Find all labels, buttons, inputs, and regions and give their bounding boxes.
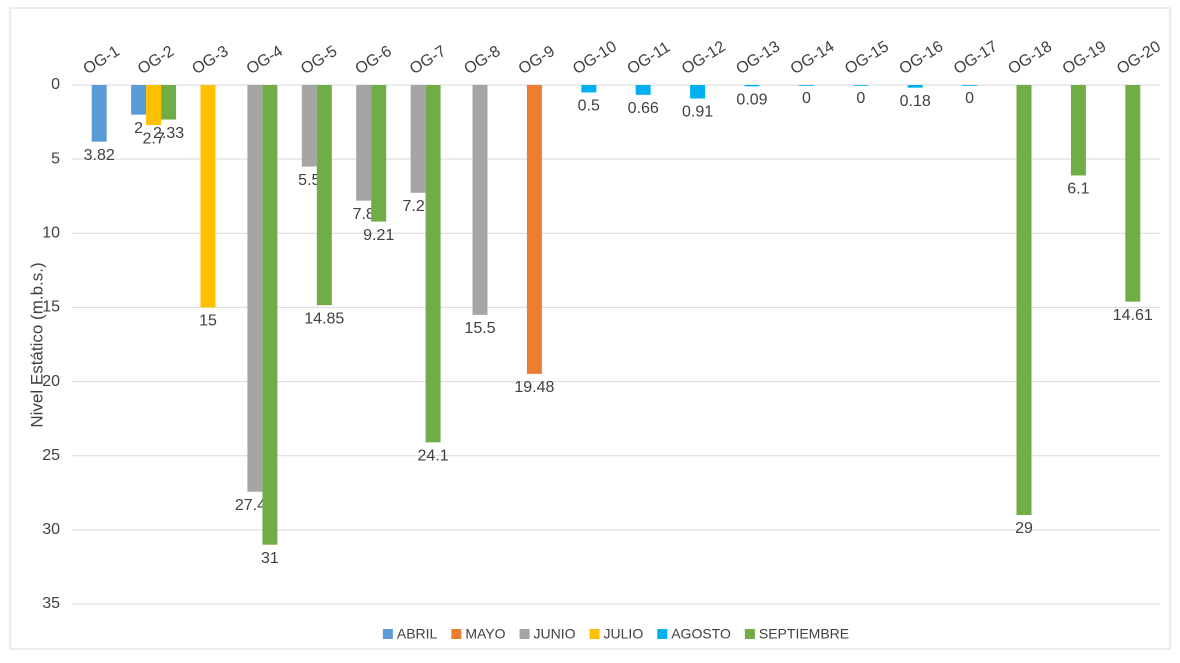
data-label: 19.48 bbox=[514, 379, 554, 396]
bar bbox=[146, 85, 162, 126]
legend-swatch bbox=[744, 629, 755, 639]
bar bbox=[472, 85, 488, 315]
legend-label: JULIO bbox=[604, 626, 644, 642]
bar bbox=[356, 85, 372, 201]
legend-label: SEPTIEMBRE bbox=[759, 626, 849, 642]
bar bbox=[301, 85, 317, 167]
legend-swatch bbox=[519, 629, 530, 639]
legend-label: MAYO bbox=[465, 626, 505, 642]
data-label: 24.1 bbox=[418, 448, 449, 465]
bar bbox=[161, 85, 177, 120]
bar bbox=[581, 85, 597, 93]
legend-swatch bbox=[451, 629, 462, 639]
bar bbox=[247, 85, 263, 492]
data-label: 0.09 bbox=[736, 92, 767, 109]
data-label: 2.33 bbox=[153, 125, 184, 142]
bar bbox=[853, 85, 869, 86]
bar bbox=[690, 85, 706, 99]
y-tick-label: 30 bbox=[42, 521, 60, 538]
bar bbox=[200, 85, 216, 308]
bar bbox=[410, 85, 426, 193]
data-label: 14.61 bbox=[1113, 307, 1153, 324]
y-tick-label: 35 bbox=[42, 595, 60, 612]
data-label: 0.91 bbox=[682, 104, 713, 121]
legend-swatch bbox=[657, 629, 668, 639]
data-label: 9.21 bbox=[363, 227, 394, 244]
bar bbox=[316, 85, 332, 306]
data-label: 2 bbox=[134, 120, 143, 137]
data-label: 14.85 bbox=[304, 310, 344, 327]
bar bbox=[962, 85, 978, 86]
legend-label: ABRIL bbox=[397, 626, 438, 642]
data-label: 0 bbox=[965, 90, 974, 107]
bar bbox=[1070, 85, 1086, 176]
data-label: 7.8 bbox=[353, 206, 375, 223]
bar bbox=[744, 85, 760, 87]
legend-swatch bbox=[382, 629, 393, 639]
data-label: 31 bbox=[261, 550, 279, 567]
y-tick-label: 0 bbox=[51, 76, 60, 93]
y-tick-label: 10 bbox=[42, 225, 60, 242]
data-label: 29 bbox=[1015, 520, 1033, 537]
data-label: 2.7 bbox=[142, 130, 164, 147]
bar bbox=[635, 85, 651, 95]
data-label: 3.82 bbox=[84, 147, 115, 164]
data-label: 15.5 bbox=[464, 320, 495, 337]
bar bbox=[425, 85, 441, 443]
bar bbox=[131, 85, 147, 115]
data-label: 0.5 bbox=[578, 98, 600, 115]
data-label: 5.5 bbox=[298, 172, 320, 189]
data-label: 6.1 bbox=[1067, 181, 1089, 198]
bar bbox=[371, 85, 387, 222]
y-axis-label: Nivel Estático (m.b.s.) bbox=[27, 262, 46, 427]
bar bbox=[798, 85, 814, 86]
data-label: 0 bbox=[802, 90, 811, 107]
legend-label: JUNIO bbox=[534, 626, 576, 642]
bar bbox=[907, 85, 923, 88]
legend-label: AGOSTO bbox=[671, 626, 731, 642]
y-tick-label: 25 bbox=[42, 447, 60, 464]
data-label: 15 bbox=[199, 313, 217, 330]
y-tick-label: 15 bbox=[42, 299, 60, 316]
data-label: 0.18 bbox=[900, 93, 931, 110]
bar bbox=[91, 85, 107, 142]
data-label: 0 bbox=[856, 90, 865, 107]
bar bbox=[526, 85, 542, 374]
bar bbox=[1125, 85, 1141, 302]
data-label: 0.66 bbox=[628, 100, 659, 117]
bar bbox=[1016, 85, 1032, 516]
y-tick-label: 20 bbox=[42, 373, 60, 390]
bar bbox=[262, 85, 278, 545]
legend-swatch bbox=[589, 629, 600, 639]
y-tick-label: 5 bbox=[51, 150, 60, 167]
